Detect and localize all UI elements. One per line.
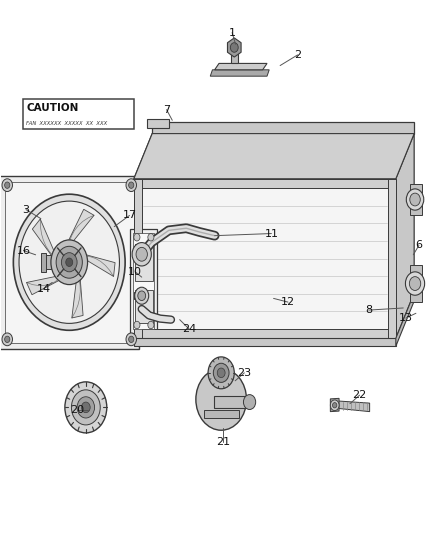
Circle shape [230, 43, 238, 52]
Text: 1: 1 [229, 28, 236, 38]
Circle shape [61, 253, 77, 272]
Polygon shape [134, 179, 396, 338]
Polygon shape [147, 119, 169, 128]
Text: 10: 10 [128, 267, 142, 277]
Text: 2: 2 [294, 50, 301, 60]
Circle shape [126, 179, 137, 191]
Circle shape [19, 201, 120, 324]
Polygon shape [338, 401, 370, 411]
Circle shape [129, 182, 134, 188]
Circle shape [406, 272, 425, 295]
Polygon shape [204, 410, 239, 418]
Polygon shape [330, 398, 339, 411]
Bar [0, 175, 139, 349]
Polygon shape [134, 338, 396, 346]
Circle shape [71, 390, 100, 425]
Circle shape [135, 287, 149, 304]
Bar [135, 244, 153, 281]
Text: 22: 22 [353, 390, 367, 400]
Polygon shape [134, 134, 414, 179]
Circle shape [51, 240, 88, 285]
Circle shape [2, 333, 12, 346]
Text: 20: 20 [70, 405, 84, 415]
Bar [131, 229, 157, 333]
Bar [231, 47, 238, 63]
Text: 7: 7 [163, 104, 170, 115]
Circle shape [148, 321, 154, 329]
Circle shape [134, 233, 140, 241]
Circle shape [5, 336, 10, 343]
Polygon shape [210, 70, 269, 76]
Circle shape [13, 194, 125, 330]
Circle shape [332, 402, 337, 408]
Circle shape [138, 291, 146, 301]
Polygon shape [79, 253, 115, 277]
Polygon shape [72, 270, 83, 318]
Polygon shape [227, 38, 241, 57]
Polygon shape [32, 219, 57, 263]
Text: 13: 13 [399, 313, 413, 323]
Circle shape [330, 400, 339, 410]
Polygon shape [396, 293, 414, 346]
Circle shape [5, 182, 10, 188]
Circle shape [2, 179, 12, 191]
Text: 16: 16 [16, 246, 30, 255]
Polygon shape [134, 134, 414, 179]
Circle shape [196, 368, 247, 430]
Text: 8: 8 [365, 305, 372, 315]
Circle shape [56, 246, 82, 278]
Circle shape [66, 258, 73, 266]
Circle shape [132, 243, 151, 266]
Text: CAUTION: CAUTION [27, 103, 79, 113]
Text: 6: 6 [416, 240, 423, 250]
Circle shape [208, 357, 234, 389]
Polygon shape [214, 395, 250, 408]
Circle shape [213, 364, 229, 382]
Polygon shape [27, 275, 66, 295]
Bar [41, 253, 46, 272]
Circle shape [148, 233, 154, 241]
Bar [142, 188, 388, 329]
Circle shape [81, 402, 90, 413]
Polygon shape [410, 183, 422, 215]
Bar [134, 292, 146, 300]
Polygon shape [215, 63, 267, 70]
Bar [5, 182, 134, 343]
Circle shape [406, 189, 424, 210]
Text: 11: 11 [265, 229, 279, 239]
Bar [134, 329, 396, 338]
Bar [45, 255, 53, 269]
Text: 14: 14 [36, 284, 50, 294]
Text: 17: 17 [123, 211, 137, 221]
Circle shape [134, 321, 140, 329]
Circle shape [126, 333, 137, 346]
Bar [134, 179, 142, 338]
Circle shape [410, 277, 421, 290]
Circle shape [244, 394, 256, 409]
Text: FAN  XXXXXX  XXXXX  XX  XXX: FAN XXXXXX XXXXX XX XXX [26, 121, 107, 126]
Bar [134, 233, 154, 329]
Circle shape [129, 336, 134, 343]
Circle shape [217, 368, 225, 377]
Polygon shape [152, 122, 414, 134]
Bar [22, 99, 134, 130]
Bar [135, 290, 153, 324]
Text: 3: 3 [22, 205, 29, 215]
Circle shape [136, 247, 148, 261]
Text: 12: 12 [281, 297, 295, 307]
Text: 24: 24 [182, 324, 196, 334]
Polygon shape [65, 209, 94, 248]
Circle shape [410, 193, 420, 206]
Polygon shape [396, 134, 414, 338]
Text: 23: 23 [237, 368, 251, 378]
Circle shape [77, 397, 95, 418]
Bar [134, 179, 396, 188]
Polygon shape [410, 265, 422, 302]
Circle shape [65, 382, 107, 433]
Text: 21: 21 [216, 437, 230, 447]
Bar [388, 179, 396, 338]
